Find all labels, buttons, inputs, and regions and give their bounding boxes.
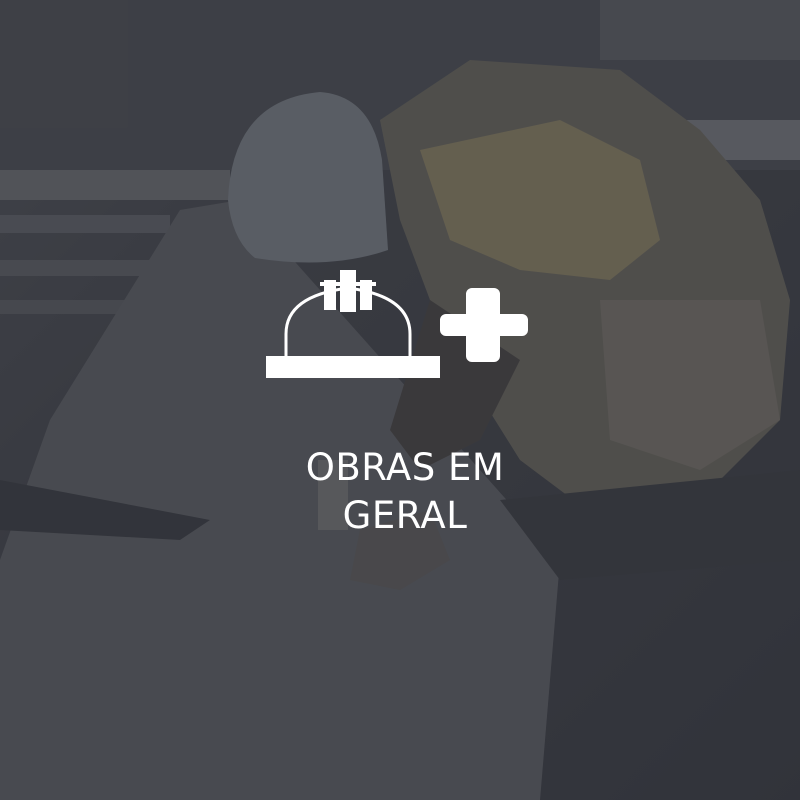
card-title: OBRAS EM GERAL xyxy=(250,444,560,540)
hard-hat-plus-icon xyxy=(266,270,528,378)
card-title-line1: OBRAS EM xyxy=(305,446,505,489)
card-title-line2: GERAL xyxy=(342,494,468,537)
